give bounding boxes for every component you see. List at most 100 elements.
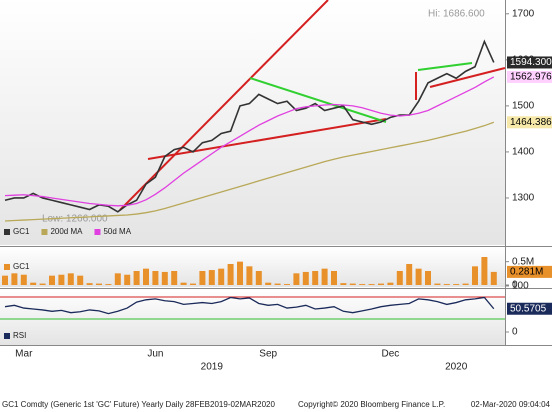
- last-value-label: 1562.976: [510, 72, 552, 83]
- volume-bar: [11, 273, 18, 285]
- volume-bar: [378, 283, 384, 285]
- volume-bar: [86, 283, 93, 285]
- volume-bar: [190, 283, 196, 285]
- last-value-label: 0.281M: [510, 267, 543, 278]
- volume-bar: [114, 273, 121, 285]
- volume-bar: [340, 283, 347, 285]
- volume-bar: [434, 283, 441, 285]
- last-value-box: [507, 302, 552, 315]
- volume-bar: [387, 282, 394, 285]
- volume-bar: [218, 268, 225, 285]
- last-value-box: [507, 116, 552, 129]
- legend-label: 200d MA: [50, 227, 83, 236]
- volume-bar: [105, 284, 112, 285]
- footer: Copyright© 2020 Bloomberg Finance L.P.: [298, 400, 445, 409]
- legend-label: 50d MA: [103, 227, 131, 236]
- high-annotation: Hi: 1686.600: [428, 9, 485, 20]
- x-tick-label: Mar: [15, 349, 33, 360]
- y-tick-label: 0: [512, 280, 518, 291]
- volume-bar: [284, 284, 290, 285]
- x-tick-label: Dec: [382, 349, 400, 360]
- volume-bar: [462, 283, 469, 285]
- rsi-panel: [0, 290, 505, 345]
- volume-bar: [39, 283, 46, 285]
- last-value-box: [507, 265, 552, 278]
- x-tick-label: Jun: [147, 349, 163, 360]
- volume-bar: [293, 273, 300, 285]
- last-value-label: 1464.386: [510, 117, 552, 128]
- last-value-box: [507, 56, 552, 69]
- volume-bar: [481, 257, 488, 285]
- volume-bar: [2, 275, 8, 285]
- last-value-label: 50.5705: [510, 303, 547, 314]
- volume-bar: [171, 271, 178, 285]
- series-line: [4, 76, 495, 207]
- volume-bar: [30, 282, 37, 285]
- volume-bar: [396, 271, 403, 285]
- volume-bar: [20, 274, 27, 285]
- x-year-label: 2020: [445, 362, 468, 373]
- volume-bar: [208, 270, 215, 285]
- volume-bar: [453, 284, 460, 285]
- volume-bar: [302, 271, 309, 285]
- volume-bar: [124, 274, 131, 285]
- price-panel: [0, 0, 505, 245]
- volume-bar: [368, 284, 375, 285]
- volume-bar: [406, 264, 413, 285]
- legend-label: GC1: [13, 262, 30, 271]
- series-line: [4, 296, 495, 315]
- volume-bar: [227, 264, 234, 285]
- volume-bar: [49, 275, 55, 285]
- volume-bar: [133, 271, 140, 285]
- legend-swatch: [94, 229, 101, 235]
- y-tick-label: 0: [512, 327, 518, 338]
- volume-bar: [199, 271, 206, 285]
- volume-bar: [265, 282, 272, 285]
- volume-bar: [425, 271, 431, 285]
- volume-bar: [472, 266, 478, 285]
- volume-bar: [274, 283, 281, 285]
- series-line: [4, 121, 495, 222]
- y-tick-label: 1400: [512, 147, 535, 158]
- y-tick-label: 100: [512, 281, 529, 292]
- volume-bar: [152, 271, 159, 285]
- legend-swatch: [4, 333, 10, 339]
- volume-bar: [415, 268, 422, 285]
- volume-bar: [349, 283, 356, 285]
- volume-bar: [161, 271, 168, 285]
- last-value-box: [507, 70, 552, 83]
- legend-label: GC1: [13, 227, 30, 236]
- volume-bar: [321, 268, 328, 285]
- volume-bar: [180, 282, 187, 285]
- footer: 02-Mar-2020 09:04:04: [471, 400, 551, 409]
- volume-bar: [331, 271, 337, 285]
- last-value-label: 1594.300: [510, 57, 552, 68]
- volume-bar: [443, 284, 450, 285]
- y-tick-label: 1300: [512, 193, 535, 204]
- series-line: [4, 39, 495, 213]
- y-tick-label: 0.5M: [512, 256, 534, 267]
- volume-bar: [246, 266, 253, 285]
- legend-swatch: [41, 229, 48, 235]
- legend-swatch: [4, 264, 10, 270]
- y-tick-label: 1700: [512, 8, 535, 19]
- volume-bar: [67, 273, 74, 285]
- volume-bar: [77, 275, 84, 285]
- x-year-label: 2019: [201, 362, 224, 373]
- volume-bar: [58, 274, 65, 285]
- y-tick-label: 1500: [512, 101, 535, 112]
- legend-swatch: [4, 229, 10, 235]
- x-tick-label: Sep: [259, 349, 277, 360]
- footer: GC1 Comdty (Generic 1st 'GC' Future) Yea…: [2, 400, 276, 409]
- volume-bar: [255, 271, 262, 285]
- low-annotation: Low: 1266.000: [42, 214, 108, 225]
- volume-bar: [96, 283, 102, 285]
- volume-bar: [237, 261, 243, 285]
- legend-label: RSI: [13, 331, 26, 340]
- volume-bar: [490, 271, 497, 285]
- volume-bar: [359, 284, 366, 285]
- trend-lines: [119, 0, 506, 211]
- volume-bar: [312, 271, 319, 285]
- volume-bar: [143, 268, 149, 285]
